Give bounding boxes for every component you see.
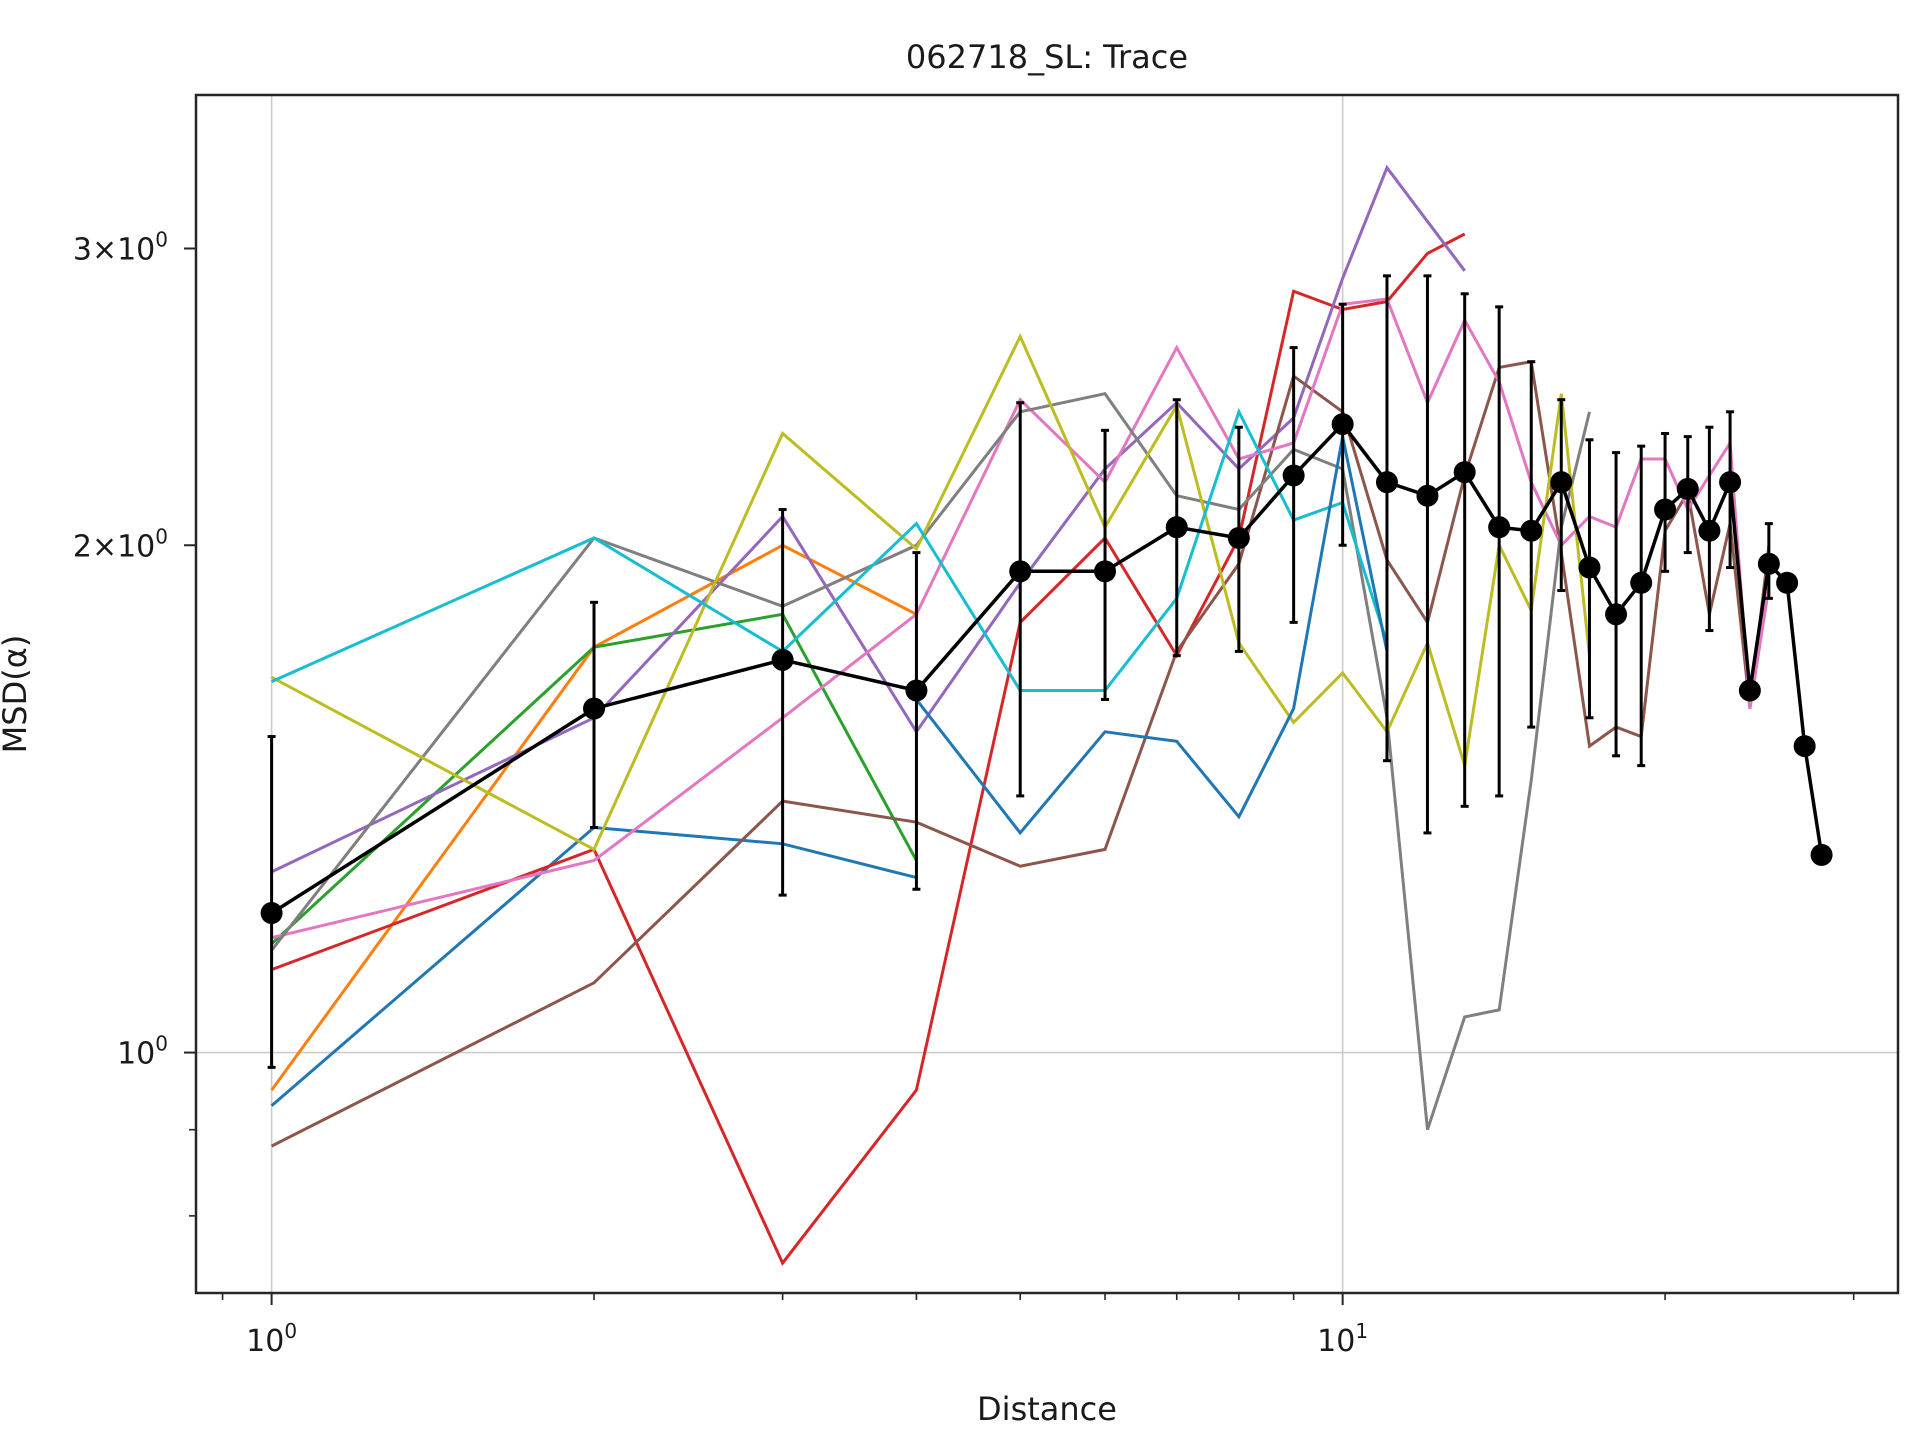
y-tick-label: 100: [117, 1032, 168, 1072]
mean-point: [1488, 516, 1511, 539]
mean-point: [1698, 519, 1721, 542]
mean-point: [583, 697, 606, 720]
mean-point: [1520, 519, 1543, 542]
mean-line: [270, 421, 1824, 915]
grid-lines: [196, 95, 1898, 1293]
mean-point: [1165, 516, 1188, 539]
axis-ticks: 100 101 100 2×100 3×100: [73, 227, 1855, 1359]
mean-point: [1453, 461, 1476, 484]
mean-point: [1757, 552, 1780, 575]
mean-point: [1375, 471, 1398, 494]
x-tick-label: 101: [1317, 1319, 1368, 1359]
mean-point: [1630, 571, 1653, 594]
mean-point: [1416, 484, 1439, 507]
mean-point: [1578, 556, 1601, 579]
plot-frame: [194, 93, 1900, 1295]
mean-point: [1331, 413, 1354, 436]
trace-line-1: [270, 825, 917, 1107]
mean-point: [771, 648, 794, 671]
mean-point: [260, 902, 283, 925]
mean-point: [1719, 471, 1742, 494]
mean-point: [1793, 735, 1816, 758]
y-tick-label: 3×100: [73, 227, 168, 267]
mean-point: [1282, 464, 1305, 487]
trace-line-9: [270, 332, 1591, 852]
mean-point: [1810, 843, 1833, 866]
mean-point: [1738, 679, 1761, 702]
mean-point: [1605, 603, 1628, 626]
mean-point: [1776, 571, 1799, 594]
x-tick-label: 100: [246, 1319, 297, 1359]
mean-layer: [260, 274, 1833, 1069]
mean-point: [905, 679, 928, 702]
y-tick-label: 2×100: [73, 524, 168, 564]
trace-line-11: [915, 436, 1389, 836]
mean-point: [1094, 560, 1117, 583]
mean-point: [1654, 498, 1677, 521]
trace-line-5: [270, 164, 1466, 874]
x-axis-title: Distance: [977, 1390, 1117, 1428]
chart-title: 062718_SL: Trace: [906, 38, 1188, 76]
mean-point: [1009, 560, 1032, 583]
mean-point: [1227, 526, 1250, 549]
y-axis-title: MSD(α): [0, 635, 34, 754]
mean-point: [1676, 477, 1699, 500]
mean-point: [1550, 471, 1573, 494]
